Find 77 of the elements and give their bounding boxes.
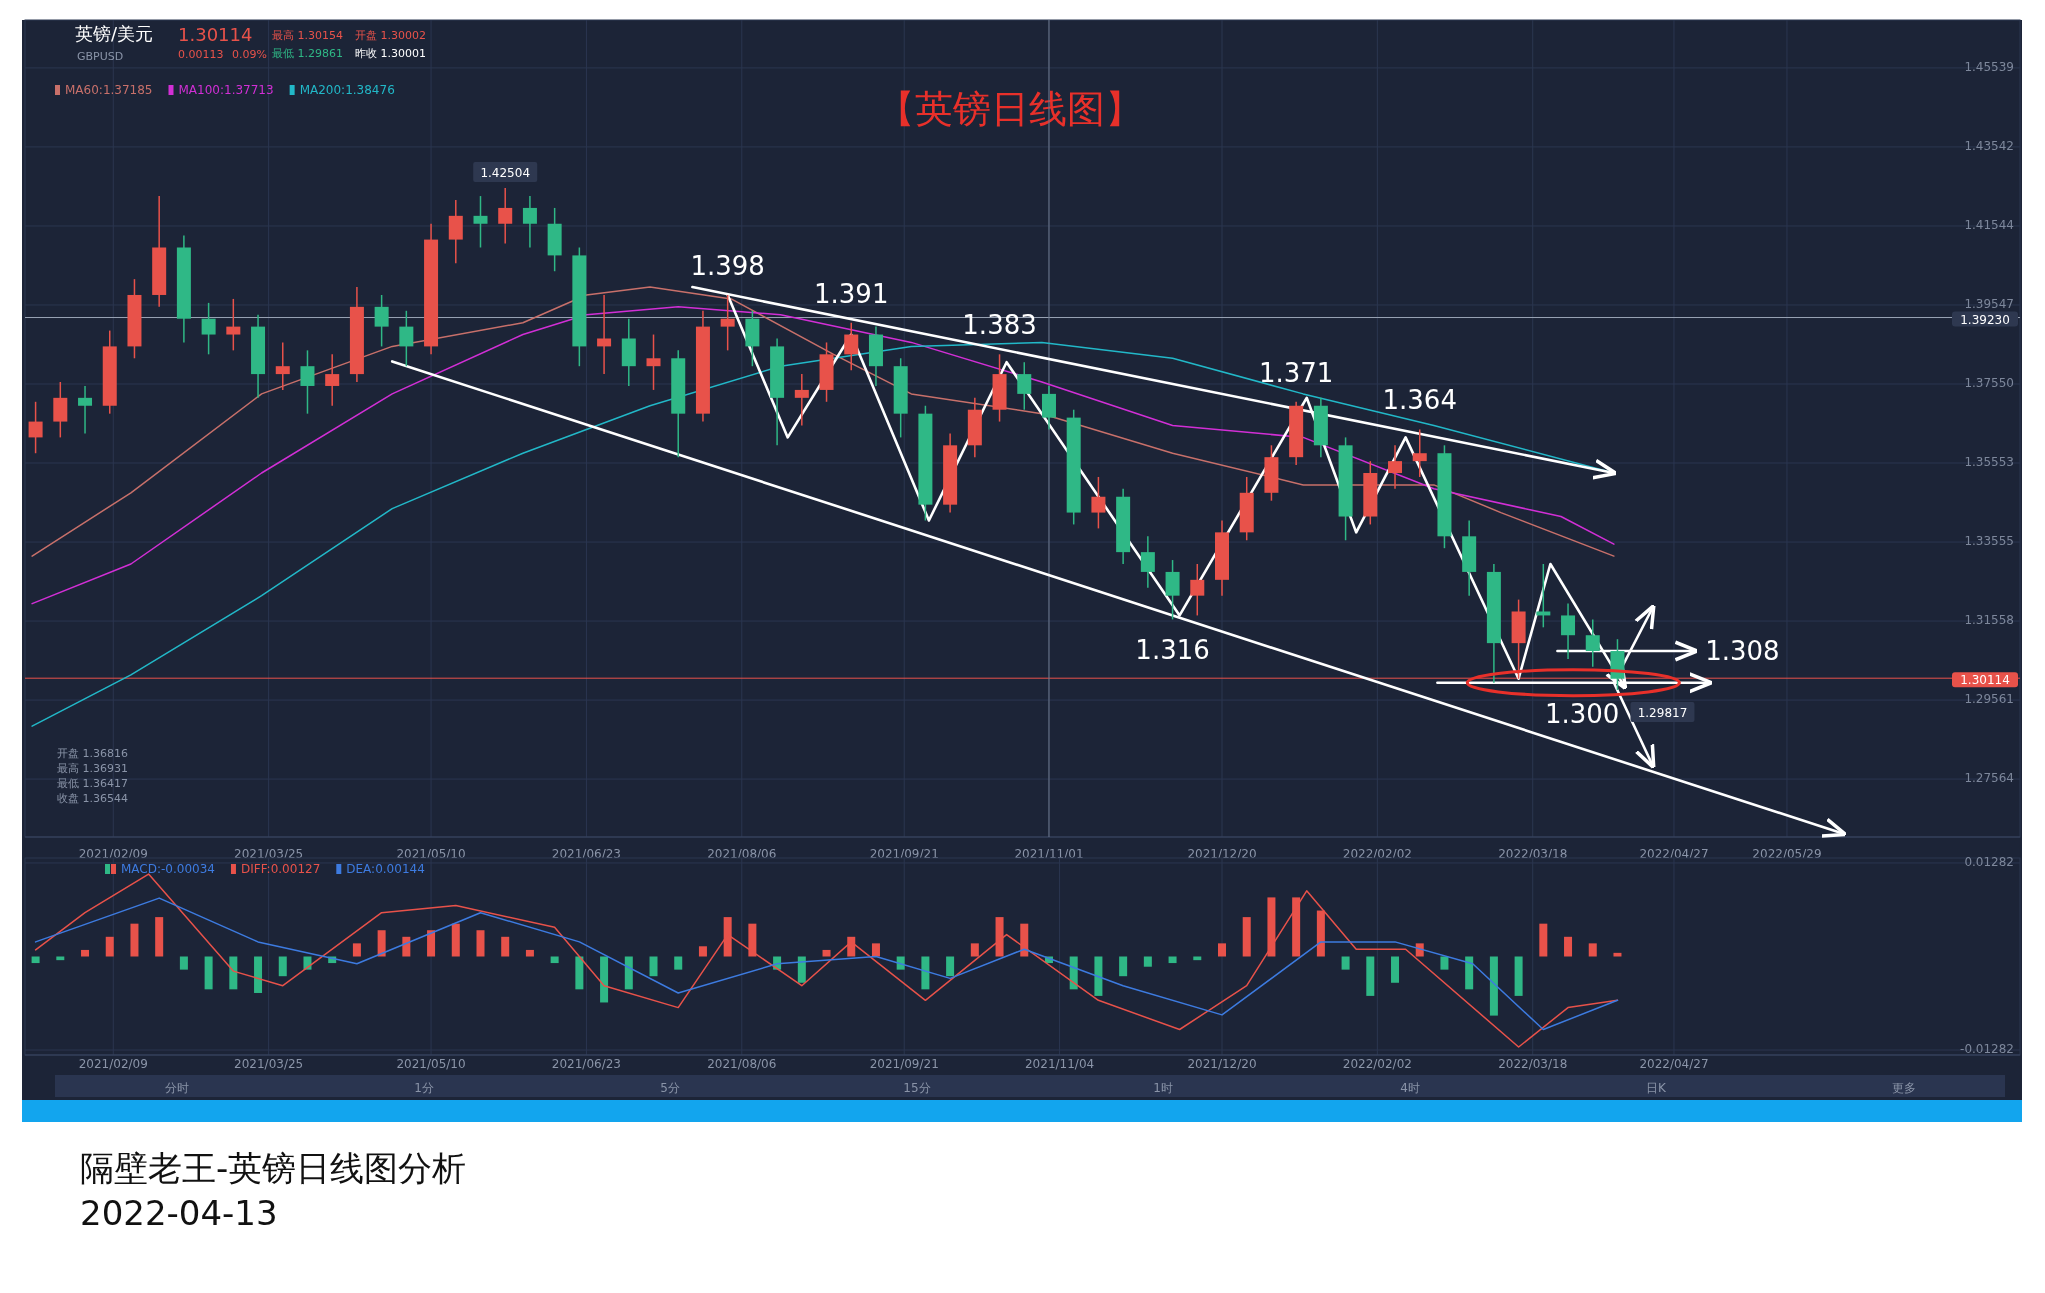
x-tick-label: 2021/12/20	[1187, 847, 1257, 861]
x-tick-label: 2021/09/21	[869, 1057, 939, 1071]
annotation: 最高 1.30154	[272, 29, 343, 42]
y-tick-label: 1.33555	[1964, 534, 2014, 549]
x-tick-label: 2021/06/23	[551, 847, 622, 861]
x-tick-label: 2021/09/21	[869, 847, 939, 861]
x-tick-label: 2021/11/01	[1014, 847, 1084, 861]
y-tick-label: 1.45539	[1964, 59, 2014, 74]
x-tick-label: 2022/02/02	[1342, 1057, 1412, 1071]
text: 1时	[1153, 1081, 1173, 1095]
text: 日K	[1646, 1081, 1668, 1095]
text: 15分	[903, 1081, 931, 1095]
text: 4时	[1400, 1081, 1420, 1095]
legend-label: MA200:1.38476	[299, 83, 395, 97]
annotation: 最高 1.36931	[57, 762, 128, 775]
annotation: 1.316	[1135, 635, 1210, 666]
y-tick-label: 1.29561	[1964, 692, 2014, 707]
x-tick-label: 2022/03/18	[1498, 847, 1568, 861]
x-tick-label: 2022/03/18	[1498, 1057, 1568, 1071]
legend-label: MA100:1.37713	[178, 83, 274, 97]
ref-line-label: 1.39230	[1960, 312, 2010, 327]
annotation: 昨收 1.30001	[355, 47, 426, 60]
x-tick-label: 2021/12/20	[1187, 1057, 1257, 1071]
annotation: 1.398	[690, 250, 765, 281]
x-tick-label: 2021/03/25	[234, 847, 304, 861]
annotation: 最低 1.36417	[57, 777, 128, 790]
annotation: 0.00113	[178, 48, 224, 61]
y-tick-label: -0.01282	[1960, 1042, 2014, 1057]
text: 2022-04-13	[80, 1193, 278, 1233]
x-tick-label: 2021/08/06	[707, 847, 777, 861]
x-tick-label: 2021/05/10	[396, 1057, 466, 1071]
text: 更多	[1892, 1081, 1916, 1095]
y-tick-label: 1.31558	[1964, 613, 2014, 628]
y-tick-label: 1.35553	[1964, 455, 2014, 469]
x-tick-label: 2022/04/27	[1639, 847, 1709, 861]
y-tick-label: 1.37550	[1964, 375, 2014, 390]
x-tick-label: 2021/11/04	[1024, 1057, 1095, 1071]
annotation: 1.371	[1258, 357, 1334, 388]
y-tick-label: 0.01282	[1964, 854, 2014, 869]
annotation: 1.42504	[480, 165, 531, 180]
legend-label: DEA:0.00144	[346, 862, 425, 876]
annotation: 英镑/美元	[75, 23, 154, 44]
x-tick-label: 2021/02/09	[78, 847, 148, 861]
annotation: GBPUSD	[77, 50, 124, 63]
annotation: 收盘 1.36544	[57, 792, 128, 805]
text: 隔壁老王-英镑日线图分析	[80, 1148, 467, 1188]
annotation: 1.29817	[1637, 705, 1688, 720]
x-tick-label: 2021/06/23	[551, 1057, 622, 1071]
text: 5分	[660, 1081, 680, 1095]
text: 分时	[165, 1081, 189, 1095]
annotation: 开盘 1.36816	[57, 747, 128, 760]
x-tick-label: 2021/03/25	[234, 1057, 304, 1071]
x-tick-label: 2021/08/06	[707, 1057, 777, 1071]
legend-label: DIFF:0.00127	[240, 862, 321, 876]
annotation: 0.09%	[232, 48, 267, 61]
x-tick-label: 2022/02/02	[1342, 847, 1412, 861]
text: 【英镑日线图】	[877, 87, 1143, 131]
x-tick-label: 2021/02/09	[78, 1057, 148, 1071]
annotation: 1.364	[1382, 385, 1457, 416]
annotation: 1.391	[814, 278, 889, 309]
annotation: 1.308	[1705, 636, 1780, 667]
legend-label: MA60:1.37185	[65, 83, 153, 97]
y-tick-label: 1.27564	[1964, 771, 2014, 786]
x-tick-label: 2022/04/27	[1639, 1057, 1709, 1071]
annotation: 开盘 1.30002	[355, 29, 426, 42]
ref-line-label: 1.30114	[1960, 673, 2010, 688]
y-tick-label: 1.43542	[1964, 138, 2014, 153]
annotation: 1.383	[962, 310, 1037, 341]
legend-label: MACD:-0.00034	[121, 862, 215, 876]
x-tick-label: 2021/05/10	[396, 847, 466, 861]
annotation: 1.300	[1544, 698, 1620, 729]
annotation: 最低 1.29861	[272, 47, 343, 60]
x-tick-label: 2022/05/29	[1752, 847, 1822, 861]
text: 1分	[414, 1081, 434, 1095]
y-tick-label: 1.41544	[1964, 217, 2014, 232]
y-tick-label: 1.39547	[1964, 296, 2014, 311]
annotation: 1.30114	[178, 24, 253, 45]
